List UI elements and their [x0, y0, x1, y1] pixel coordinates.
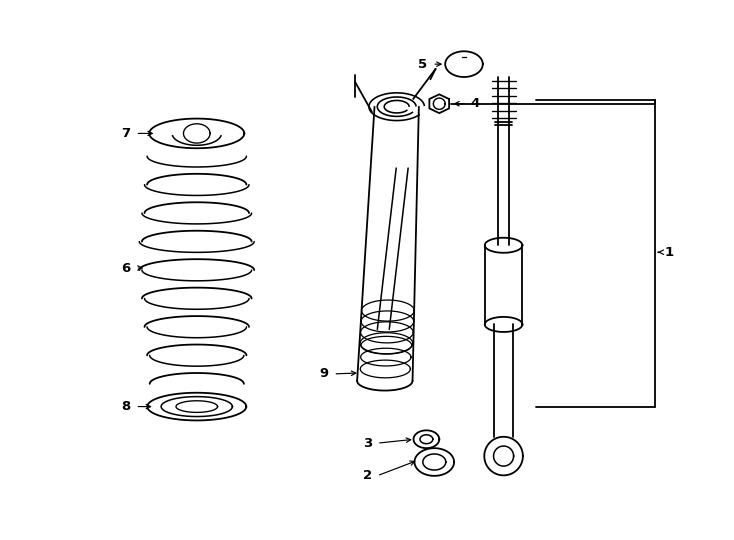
Text: 5: 5	[418, 58, 427, 71]
Text: 3: 3	[363, 437, 372, 450]
Text: 9: 9	[319, 367, 328, 380]
Text: 8: 8	[121, 400, 131, 413]
Text: 6: 6	[121, 261, 131, 274]
Text: 7: 7	[121, 127, 131, 140]
Text: 2: 2	[363, 469, 372, 482]
Text: 4: 4	[471, 97, 480, 110]
Text: 1: 1	[665, 246, 674, 259]
